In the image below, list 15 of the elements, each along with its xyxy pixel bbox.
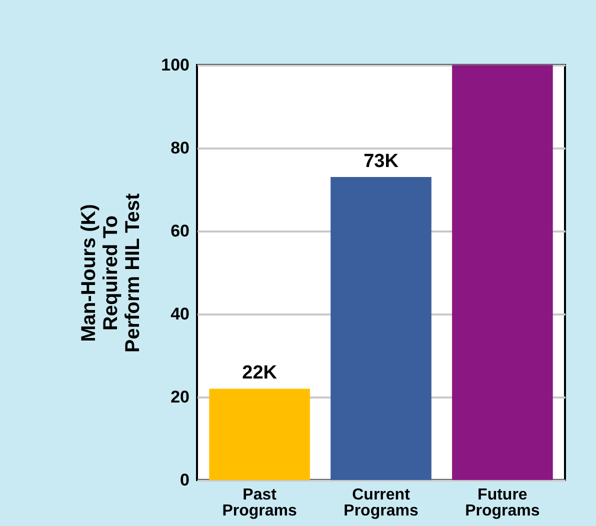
bar bbox=[452, 65, 553, 480]
data-label: 22K bbox=[242, 362, 278, 384]
y-tick-label: 60 bbox=[170, 222, 190, 240]
y-axis-title: Man-Hours (K) Required To Perform HIL Test bbox=[78, 193, 144, 353]
y-tick-label: 100 bbox=[161, 56, 190, 74]
bar bbox=[330, 177, 432, 480]
x-tick-label: Future Programs bbox=[465, 486, 540, 520]
x-tick-label: Past Programs bbox=[222, 486, 297, 520]
x-tick-label: Current Programs bbox=[344, 486, 418, 520]
bar bbox=[209, 388, 310, 480]
y-tick-label: 80 bbox=[170, 138, 190, 158]
y-tick-label: 40 bbox=[170, 304, 190, 324]
y-tick-label: 0 bbox=[180, 470, 190, 490]
data-label: 73K bbox=[364, 151, 399, 172]
y-tick-label: 20 bbox=[170, 388, 190, 406]
